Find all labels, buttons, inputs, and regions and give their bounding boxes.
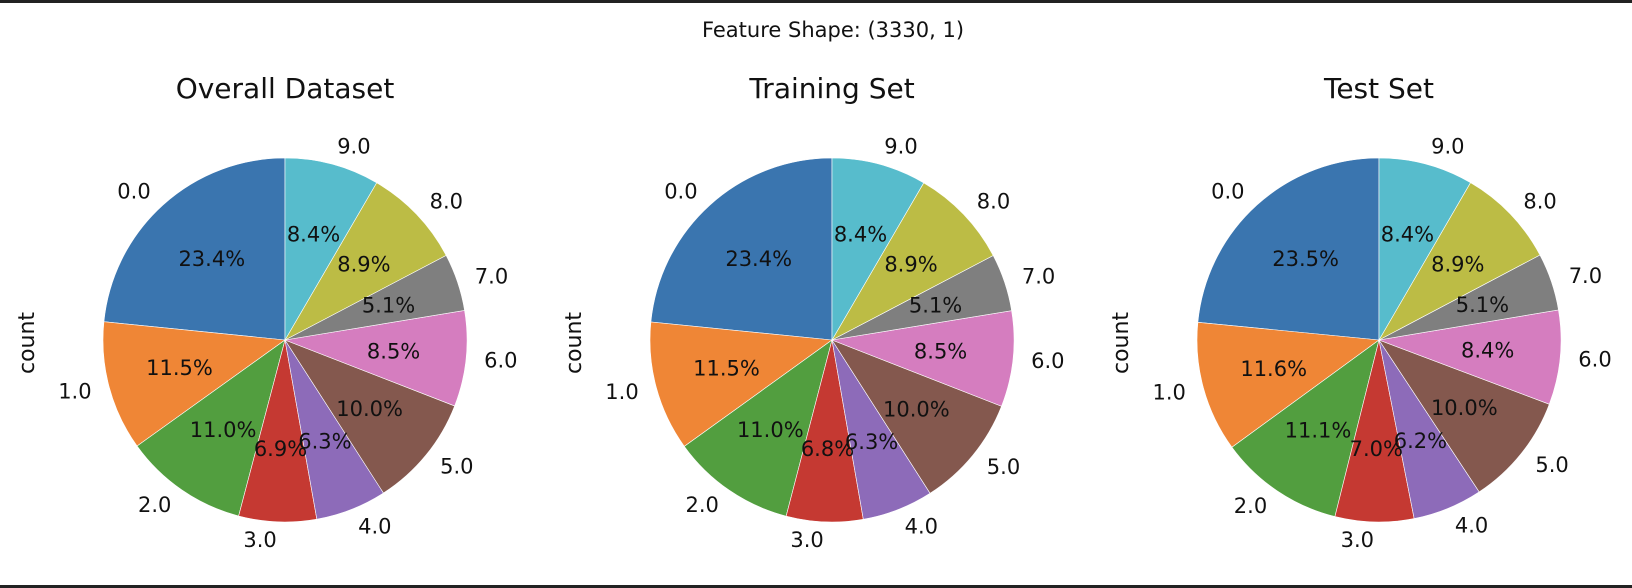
slice-percent-label: 5.1% (909, 293, 962, 317)
pie-slice (1378, 157, 1471, 342)
slice-label: 1.0 (1152, 381, 1185, 405)
slice-percent-label: 8.5% (367, 339, 420, 363)
slice-label: 3.0 (1341, 528, 1374, 552)
pie-slice (830, 310, 1015, 407)
pie-slice (1197, 157, 1380, 341)
slice-label: 1.0 (605, 380, 638, 404)
pie-slice (1231, 339, 1380, 517)
pie-slice (831, 157, 925, 342)
slice-percent-label: 6.3% (845, 430, 898, 454)
slice-label: 8.0 (1523, 189, 1556, 213)
slice-percent-label: 11.6% (1240, 357, 1307, 381)
slice-label: 4.0 (358, 514, 391, 538)
slice-label: 1.0 (58, 380, 91, 404)
y-axis-label: count (562, 312, 587, 374)
pie-slice (1377, 309, 1562, 405)
slice-percent-label: 10.0% (1431, 396, 1498, 420)
pie-slice (102, 321, 286, 447)
slice-label: 4.0 (905, 515, 938, 539)
slice-percent-label: 8.9% (337, 253, 390, 277)
pie-slice (831, 339, 1002, 494)
slice-percent-label: 23.5% (1272, 247, 1339, 271)
y-axis-label: count (15, 312, 40, 374)
slice-label: 5.0 (987, 455, 1020, 479)
y-axis-label: count (1109, 312, 1134, 374)
slice-label: 6.0 (1031, 349, 1064, 373)
pie-title: Training Set (748, 72, 914, 105)
pie-slice (283, 310, 468, 407)
slice-label: 0.0 (1211, 180, 1244, 204)
slice-percent-label: 5.1% (362, 293, 415, 317)
slice-label: 8.0 (430, 190, 463, 214)
slice-label: 9.0 (337, 135, 370, 159)
slice-percent-label: 23.4% (725, 247, 792, 271)
figure-suptitle: Feature Shape: (3330, 1) (702, 18, 964, 42)
slice-label: 2.0 (138, 493, 171, 517)
slice-percent-label: 11.0% (190, 418, 257, 442)
pie-slice (831, 182, 994, 341)
pie-slice (1378, 182, 1541, 341)
pie-slice (284, 339, 456, 494)
slice-percent-label: 10.0% (883, 397, 950, 421)
slice-percent-label: 6.3% (298, 430, 351, 454)
slice-label: 7.0 (1022, 265, 1055, 289)
slice-percent-label: 11.5% (146, 356, 213, 380)
pie-slice (103, 157, 286, 341)
slice-percent-label: 23.4% (178, 247, 245, 271)
slice-percent-label: 11.5% (693, 356, 760, 380)
slice-label: 4.0 (1455, 513, 1488, 537)
slice-label: 5.0 (1535, 453, 1568, 477)
slice-percent-label: 8.4% (1461, 339, 1514, 363)
slice-percent-label: 10.0% (336, 397, 403, 421)
pie-title: Overall Dataset (176, 72, 395, 105)
pie-slice (1378, 339, 1550, 493)
pie-slice (650, 157, 833, 341)
slice-percent-label: 6.2% (1394, 429, 1447, 453)
slice-percent-label: 7.0% (1350, 437, 1403, 461)
slice-percent-label: 8.4% (834, 223, 887, 247)
slice-percent-label: 6.8% (801, 437, 854, 461)
pie-slice (1196, 322, 1380, 448)
slice-percent-label: 11.1% (1285, 419, 1352, 443)
slice-percent-label: 8.5% (914, 340, 967, 364)
slice-label: 5.0 (440, 455, 473, 479)
slice-label: 6.0 (1578, 347, 1611, 371)
slice-percent-label: 8.9% (884, 253, 937, 277)
slice-percent-label: 8.9% (1431, 252, 1484, 276)
slice-percent-label: 8.4% (287, 223, 340, 247)
pie-slice (284, 182, 447, 341)
slice-label: 2.0 (685, 493, 718, 517)
pie-title: Test Set (1323, 72, 1434, 105)
slice-label: 9.0 (1431, 135, 1464, 159)
slice-label: 0.0 (664, 180, 697, 204)
slice-percent-label: 6.9% (254, 437, 307, 461)
pie-chart-test: Test Set count 0.0 23.5% 1.0 11.6% 2.0 11.1% 3… (1109, 72, 1612, 552)
slice-percent-label: 5.1% (1456, 293, 1509, 317)
pie-slice (284, 157, 378, 342)
pie-chart-training: Training Set count 0.0 23.4% 1.0 11.5% 2.0 11… (562, 72, 1065, 552)
slice-label: 0.0 (117, 180, 150, 204)
pie-slice (136, 339, 286, 517)
slice-label: 7.0 (475, 264, 508, 288)
slice-label: 9.0 (884, 135, 917, 159)
slice-label: 3.0 (243, 528, 276, 552)
pie-slice (683, 339, 833, 517)
slice-label: 3.0 (790, 528, 823, 552)
slice-label: 7.0 (1569, 264, 1602, 288)
slice-percent-label: 11.0% (737, 418, 804, 442)
slice-label: 6.0 (484, 349, 517, 373)
slice-label: 2.0 (1234, 494, 1267, 518)
pie-slice (649, 321, 833, 447)
slice-percent-label: 8.4% (1381, 223, 1434, 247)
slice-label: 8.0 (977, 190, 1010, 214)
pie-chart-overall: Overall Dataset count 0.0 23.4% 1.0 11.5% 2.… (15, 72, 518, 552)
